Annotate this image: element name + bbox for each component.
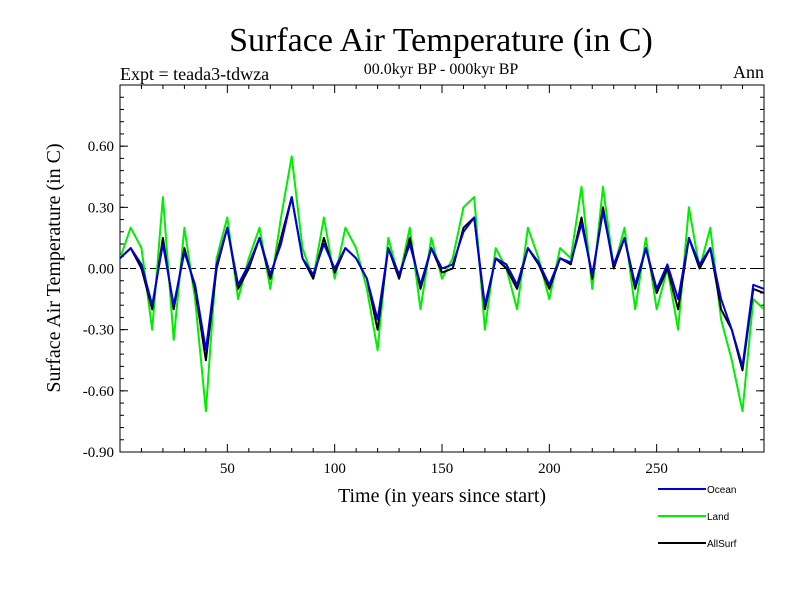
y-tick-label: 0.00 [88,262,114,278]
y-tick-label: -0.30 [83,323,114,339]
x-tick-label: 100 [323,461,346,477]
x-axis-label: Time (in years since start) [338,485,546,507]
y-tick-label: -0.90 [83,445,114,461]
legend: Ocean Land AllSurf [658,485,737,550]
chart-subtitle: 00.0kyr BP - 000kyr BP [364,61,519,78]
x-tick-label: 250 [645,461,668,477]
experiment-label: Expt = teada3-tdwza [120,64,269,84]
y-tick-label: -0.60 [83,384,114,400]
legend-label-land: Land [707,512,729,523]
series-line-land [120,155,764,413]
axis-ticks: -0.90 -0.60 -0.30 0.00 0.30 0.60 50 100 150 200 25… [83,84,764,477]
x-tick-label: 150 [431,461,454,477]
series-layer [120,155,764,413]
legend-label-allsurf: AllSurf [707,539,737,550]
y-tick-label: 0.60 [88,139,114,155]
series-line-allsurf [120,196,764,372]
chart-title: Surface Air Temperature (in C) [229,22,653,59]
x-tick-label: 50 [220,461,235,477]
y-axis-label: Surface Air Temperature (in C) [43,143,65,392]
x-tick-label: 200 [538,461,561,477]
y-tick-label: 0.30 [88,200,114,216]
series-line-ocean [120,196,764,368]
period-label: Ann [733,62,764,82]
legend-label-ocean: Ocean [707,485,736,496]
